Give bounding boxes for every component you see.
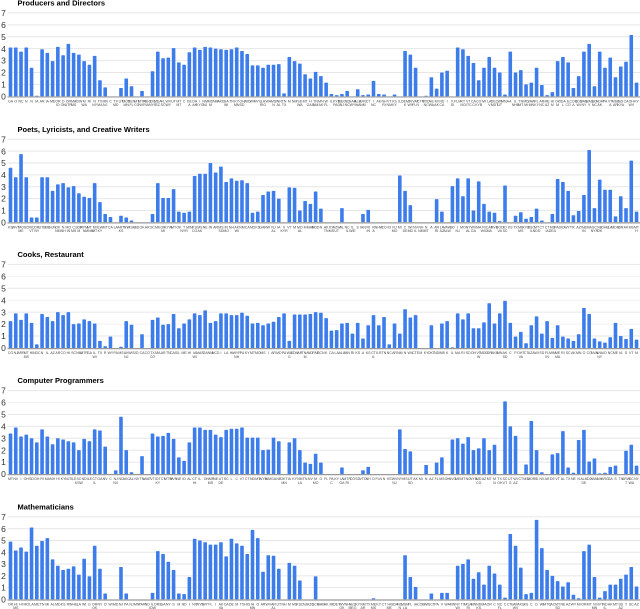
svg-text:0: 0 bbox=[1, 91, 6, 101]
svg-text:2: 2 bbox=[1, 68, 6, 78]
svg-text:6: 6 bbox=[1, 20, 6, 30]
svg-text:3: 3 bbox=[1, 433, 6, 443]
svg-text:7: 7 bbox=[1, 386, 6, 396]
svg-text:7: 7 bbox=[1, 8, 6, 18]
svg-text:2: 2 bbox=[1, 319, 6, 329]
svg-text:3: 3 bbox=[1, 307, 6, 317]
svg-text:5: 5 bbox=[1, 536, 6, 546]
svg-text:5: 5 bbox=[1, 158, 6, 168]
svg-text:4: 4 bbox=[1, 295, 6, 305]
svg-text:6: 6 bbox=[1, 146, 6, 156]
svg-text:0: 0 bbox=[1, 595, 6, 605]
svg-text:Producers and Directors: Producers and Directors bbox=[18, 0, 106, 8]
svg-text:0: 0 bbox=[1, 217, 6, 227]
svg-text:Poets, Lyricists, and Creative: Poets, Lyricists, and Creative Writers bbox=[18, 125, 150, 134]
svg-text:KSWVTMOSCRICORUTBMENJNOKNMOCSD: KSWVTMOSCRICORUTBMENJNOKNMOCSDRNYMMTMIIL… bbox=[8, 226, 640, 230]
svg-text:4: 4 bbox=[1, 44, 6, 54]
svg-text:Computer Programmers: Computer Programmers bbox=[18, 376, 104, 385]
svg-text:6: 6 bbox=[1, 398, 6, 408]
svg-text:7: 7 bbox=[1, 134, 6, 144]
svg-text:7: 7 bbox=[1, 260, 6, 270]
svg-text:1: 1 bbox=[1, 331, 6, 341]
svg-text:3: 3 bbox=[1, 182, 6, 192]
svg-text:5: 5 bbox=[1, 283, 6, 293]
svg-text:5: 5 bbox=[1, 32, 6, 42]
svg-text:6: 6 bbox=[1, 524, 6, 534]
svg-text:2: 2 bbox=[1, 571, 6, 581]
svg-text:5: 5 bbox=[1, 410, 6, 420]
svg-text:7: 7 bbox=[1, 512, 6, 522]
svg-text:3: 3 bbox=[1, 559, 6, 569]
svg-text:4: 4 bbox=[1, 421, 6, 431]
svg-text:0: 0 bbox=[1, 469, 6, 479]
svg-text:Mathematicians: Mathematicians bbox=[18, 503, 74, 512]
svg-text:1: 1 bbox=[1, 583, 6, 593]
svg-text:1: 1 bbox=[1, 457, 6, 467]
svg-text:2: 2 bbox=[1, 194, 6, 204]
svg-text:3: 3 bbox=[1, 56, 6, 66]
svg-text:1: 1 bbox=[1, 80, 6, 90]
svg-text:6: 6 bbox=[1, 271, 6, 281]
svg-text:4: 4 bbox=[1, 170, 6, 180]
svg-text:1: 1 bbox=[1, 206, 6, 216]
svg-text:Cooks, Restaurant: Cooks, Restaurant bbox=[18, 250, 85, 259]
svg-text:2: 2 bbox=[1, 445, 6, 455]
svg-text:0: 0 bbox=[1, 343, 6, 353]
svg-text:4: 4 bbox=[1, 547, 6, 557]
